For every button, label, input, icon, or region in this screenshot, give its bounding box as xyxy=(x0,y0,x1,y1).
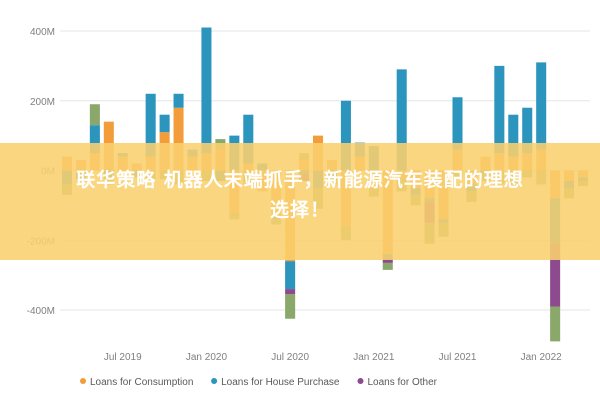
bar-segment xyxy=(285,261,296,290)
bar-segment xyxy=(494,65,505,154)
bar-segment xyxy=(201,27,212,154)
bar-segment xyxy=(396,69,407,171)
bar-segment xyxy=(550,306,561,342)
legend-label: Loans for Other xyxy=(368,377,438,388)
bar-segment xyxy=(173,107,184,171)
bar-segment xyxy=(382,257,393,263)
banner-line-2: 选择！ xyxy=(269,199,330,221)
x-tick-label: Jul 2021 xyxy=(439,352,477,363)
bar-segment xyxy=(89,104,100,126)
bar-segment xyxy=(382,262,393,270)
legend-label: Loans for Consumption xyxy=(90,377,193,388)
banner-line-1: 联华策略 机器人末端抓手，新能源汽车装配的理想 xyxy=(76,169,524,191)
bar-segment xyxy=(145,93,156,157)
bar-segment xyxy=(159,114,170,133)
x-tick-label: Jul 2019 xyxy=(104,352,142,363)
promo-banner[interactable]: 联华策略 机器人末端抓手，新能源汽车装配的理想 选择！ xyxy=(0,143,600,260)
x-tick-label: Jan 2022 xyxy=(521,352,563,363)
bar-segment xyxy=(550,243,561,307)
legend-marker xyxy=(80,378,86,384)
bar-segment xyxy=(452,97,463,150)
bar-segment xyxy=(522,107,533,154)
bar-segment xyxy=(89,125,100,154)
y-tick-label: 200M xyxy=(30,97,55,108)
legend-marker xyxy=(211,378,218,384)
bar-segment xyxy=(173,93,184,108)
bar-segment xyxy=(285,289,296,295)
y-tick-label: -400M xyxy=(27,306,55,317)
legend-marker xyxy=(357,378,364,384)
y-tick-label: 400M xyxy=(30,27,55,38)
x-tick-label: Jan 2020 xyxy=(186,352,228,363)
x-axis-tick-labels: Jul 2019 Jan 2020 Jul 2020 Jan 2021 Jul 2021… xyxy=(104,352,562,363)
bar-segment xyxy=(508,114,519,157)
bar-segment xyxy=(285,294,296,319)
bar-segment xyxy=(243,114,254,164)
legend-label: Loans for House Purchase xyxy=(221,377,340,388)
x-tick-label: Jan 2021 xyxy=(353,352,395,363)
bar-segment xyxy=(340,100,351,171)
legend: Loans for Consumption Loans for House Pur… xyxy=(80,377,438,388)
bar-segment xyxy=(536,62,547,150)
x-tick-label: Jul 2020 xyxy=(271,352,309,363)
